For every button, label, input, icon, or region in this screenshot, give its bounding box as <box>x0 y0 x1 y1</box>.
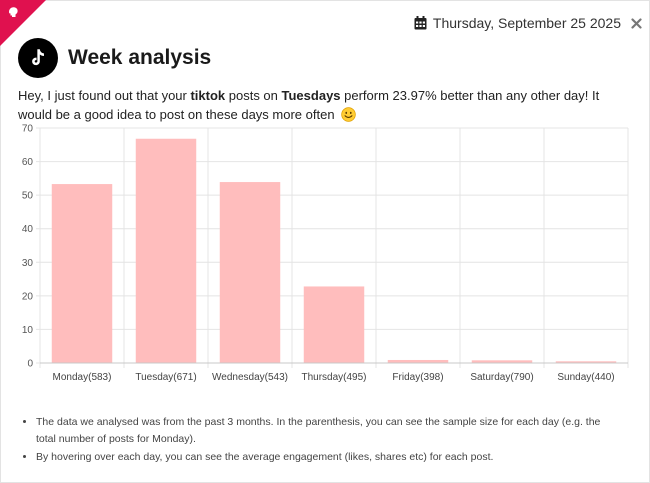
bar-5[interactable] <box>387 359 449 363</box>
bar-6[interactable] <box>471 360 533 363</box>
brain-icon <box>9 7 18 17</box>
header: Week analysis <box>18 38 211 78</box>
x-tick-label: Friday(398) <box>392 372 443 383</box>
message-text: perform 23.97% better than any other day… <box>18 88 600 122</box>
y-tick-label: 20 <box>22 291 34 302</box>
smiling-face-emoji <box>341 107 356 122</box>
x-tick-label: Wednesday(543) <box>212 372 288 383</box>
engagement-bar-chart: 0 10 20 30 40 50 60 70 Monday(583) Tuesday(671) We… <box>22 124 629 383</box>
note-item: The data we analysed was from the past 3… <box>36 414 616 448</box>
x-tick-label: Saturday(790) <box>470 372 533 383</box>
x-tick-label: Tuesday(671) <box>135 372 196 383</box>
message-text: Hey, I just found out that your <box>18 88 191 103</box>
y-tick-label: 10 <box>22 325 34 336</box>
note-item: By hovering over each day, you can see t… <box>36 449 616 466</box>
y-tick-label: 40 <box>22 224 34 235</box>
close-icon[interactable] <box>631 17 642 29</box>
message-text: posts on <box>225 88 282 103</box>
bar-1[interactable] <box>51 184 113 363</box>
notes-list: The data we analysed was from the past 3… <box>36 414 616 467</box>
date-label: Thursday, September 25 2025 <box>432 15 621 31</box>
y-tick-label: 60 <box>22 157 34 168</box>
page-title: Week analysis <box>68 46 212 69</box>
tiktok-icon <box>18 38 58 78</box>
platform-name: tiktok <box>190 88 226 103</box>
y-tick-label: 0 <box>27 359 33 370</box>
date-area: Thursday, September 25 2025 <box>414 15 642 31</box>
x-tick-label: Thursday(495) <box>301 372 366 383</box>
y-tick-label: 50 <box>22 191 34 202</box>
bar-3[interactable] <box>219 182 281 363</box>
bar-4[interactable] <box>303 286 365 363</box>
calendar-icon <box>414 16 427 30</box>
y-tick-label: 30 <box>22 258 34 269</box>
bar-7[interactable] <box>555 361 617 363</box>
best-day: Tuesdays <box>281 88 341 103</box>
y-tick-label: 70 <box>22 124 34 135</box>
x-tick-label: Sunday(440) <box>557 372 614 383</box>
x-tick-label: Monday(583) <box>53 372 112 383</box>
bar-2[interactable] <box>135 138 197 363</box>
insight-message: Hey, I just found out that your tiktok p… <box>18 86 634 124</box>
